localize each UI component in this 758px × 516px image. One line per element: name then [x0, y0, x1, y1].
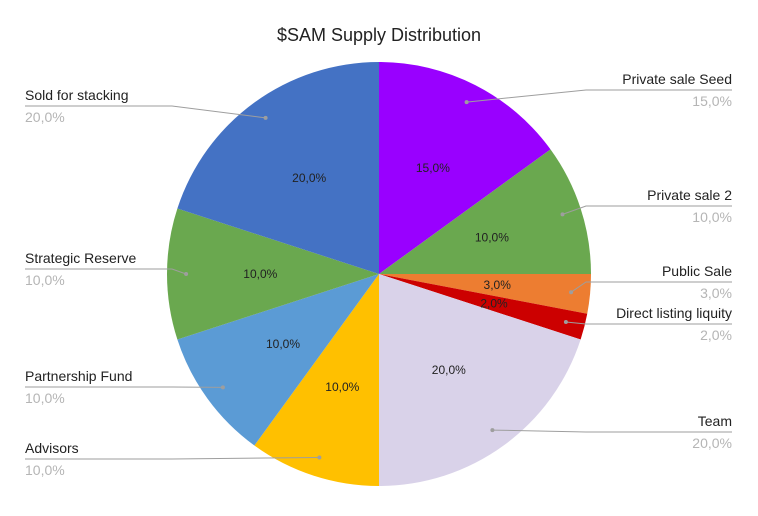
slice-value-label-direct-listing-liquity: 2,0%: [480, 297, 508, 311]
callout-name-private-sale-2: Private sale 2: [647, 187, 732, 203]
leader-dot-private-sale-seed: [465, 100, 469, 104]
slice-value-label-sold-for-stacking: 20,0%: [292, 171, 326, 185]
callout-percent-sold-for-stacking: 20,0%: [25, 109, 65, 125]
callout-percent-public-sale: 3,0%: [700, 285, 732, 301]
chart-title: $SAM Supply Distribution: [277, 25, 481, 45]
slice-value-label-team: 20,0%: [432, 363, 466, 377]
slice-value-label-partnership-fund: 10,0%: [266, 337, 300, 351]
slice-value-label-private-sale-seed: 15,0%: [416, 161, 450, 175]
leader-dot-advisors: [317, 456, 321, 460]
callout-percent-team: 20,0%: [692, 435, 732, 451]
callout-percent-private-sale-seed: 15,0%: [692, 93, 732, 109]
callout-percent-private-sale-2: 10,0%: [692, 209, 732, 225]
callout-name-advisors: Advisors: [25, 440, 79, 456]
slice-value-label-strategic-reserve: 10,0%: [243, 267, 277, 281]
callout-name-partnership-fund: Partnership Fund: [25, 368, 132, 384]
callout-name-direct-listing-liquity: Direct listing liquity: [616, 305, 732, 321]
callout-name-sold-for-stacking: Sold for stacking: [25, 87, 129, 103]
callout-name-private-sale-seed: Private sale Seed: [622, 71, 732, 87]
slice-value-label-public-sale: 3,0%: [484, 278, 512, 292]
leader-line-direct-listing-liquity: [566, 322, 732, 324]
leader-dot-sold-for-stacking: [264, 116, 268, 120]
slice-value-label-private-sale-2: 10,0%: [475, 230, 509, 244]
leader-dot-public-sale: [569, 290, 573, 294]
leader-dot-private-sale-2: [561, 212, 565, 216]
leader-dot-strategic-reserve: [184, 272, 188, 276]
slices-layer: [167, 62, 591, 486]
leader-line-team: [492, 430, 732, 432]
callout-name-strategic-reserve: Strategic Reserve: [25, 250, 136, 266]
callout-name-team: Team: [698, 413, 732, 429]
leader-dot-partnership-fund: [221, 385, 225, 389]
callout-percent-strategic-reserve: 10,0%: [25, 272, 65, 288]
leader-dot-team: [490, 428, 494, 432]
callout-name-public-sale: Public Sale: [662, 263, 732, 279]
slice-value-label-advisors: 10,0%: [325, 380, 359, 394]
leader-dot-direct-listing-liquity: [564, 320, 568, 324]
callout-percent-partnership-fund: 10,0%: [25, 390, 65, 406]
callout-percent-direct-listing-liquity: 2,0%: [700, 327, 732, 343]
callout-percent-advisors: 10,0%: [25, 462, 65, 478]
